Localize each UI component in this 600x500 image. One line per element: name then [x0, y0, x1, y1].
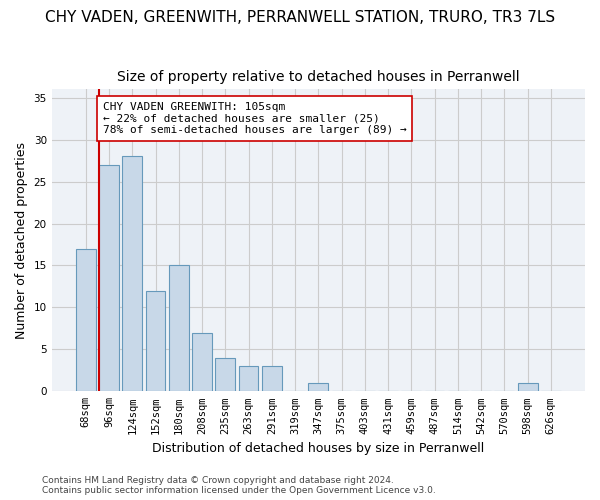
Bar — [169, 266, 188, 392]
Bar — [99, 165, 119, 392]
Bar — [192, 332, 212, 392]
Bar — [308, 383, 328, 392]
Bar — [146, 290, 166, 392]
Bar — [215, 358, 235, 392]
Text: CHY VADEN, GREENWITH, PERRANWELL STATION, TRURO, TR3 7LS: CHY VADEN, GREENWITH, PERRANWELL STATION… — [45, 10, 555, 25]
X-axis label: Distribution of detached houses by size in Perranwell: Distribution of detached houses by size … — [152, 442, 484, 455]
Bar — [262, 366, 282, 392]
Bar — [76, 248, 95, 392]
Bar — [122, 156, 142, 392]
Text: Contains HM Land Registry data © Crown copyright and database right 2024.
Contai: Contains HM Land Registry data © Crown c… — [42, 476, 436, 495]
Text: CHY VADEN GREENWITH: 105sqm
← 22% of detached houses are smaller (25)
78% of sem: CHY VADEN GREENWITH: 105sqm ← 22% of det… — [103, 102, 406, 135]
Y-axis label: Number of detached properties: Number of detached properties — [15, 142, 28, 339]
Title: Size of property relative to detached houses in Perranwell: Size of property relative to detached ho… — [117, 70, 520, 84]
Bar — [239, 366, 259, 392]
Bar — [518, 383, 538, 392]
